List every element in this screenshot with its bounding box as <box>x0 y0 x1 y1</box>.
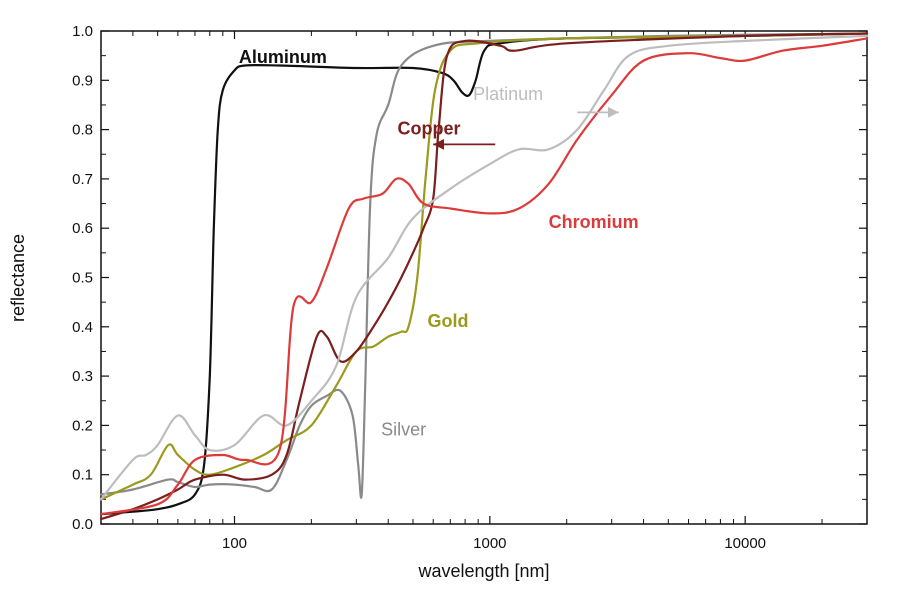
y-tick-label: 0.7 <box>72 171 93 188</box>
y-tick-label: 0.5 <box>72 270 93 287</box>
series-line-chromium <box>99 37 869 516</box>
tick-labels: 0.0 0.1 0.2 0.3 0.4 0.5 0.6 0.7 0.8 0.9 1.0 100 1000… <box>72 23 766 552</box>
series-labels: Aluminum Silver Gold Copper Platinum Chromium <box>239 47 639 439</box>
x-tick-label: 1000 <box>473 535 506 552</box>
y-tick-label: 0.0 <box>72 516 93 533</box>
y-tick-label: 0.4 <box>72 319 93 336</box>
x-tick-label: 100 <box>222 535 247 552</box>
y-tick-label: 0.3 <box>72 368 93 385</box>
x-axis-title: wavelength [nm] <box>417 561 549 581</box>
y-tick-label: 0.1 <box>72 467 93 484</box>
series-label-aluminum: Aluminum <box>239 47 327 67</box>
series-line-gold <box>99 32 869 501</box>
y-tick-label: 0.8 <box>72 122 93 139</box>
series-line-platinum <box>99 34 869 501</box>
series-lines <box>99 32 869 521</box>
series-label-gold: Gold <box>428 311 469 331</box>
y-tick-label: 0.6 <box>72 220 93 237</box>
y-tick-label: 1.0 <box>72 23 93 40</box>
annotations <box>433 106 619 150</box>
series-line-aluminum <box>99 32 869 516</box>
series-label-silver: Silver <box>381 419 426 439</box>
series-label-chromium: Chromium <box>549 212 639 232</box>
x-tick-label: 10000 <box>724 535 766 552</box>
series-line-silver <box>99 32 869 499</box>
series-line-copper <box>99 32 869 521</box>
y-tick-label: 0.2 <box>72 417 93 434</box>
y-tick-label: 0.9 <box>72 72 93 89</box>
series-label-platinum: Platinum <box>473 84 543 104</box>
y-axis-title: reflectance <box>8 234 28 322</box>
series-label-copper: Copper <box>398 119 461 139</box>
